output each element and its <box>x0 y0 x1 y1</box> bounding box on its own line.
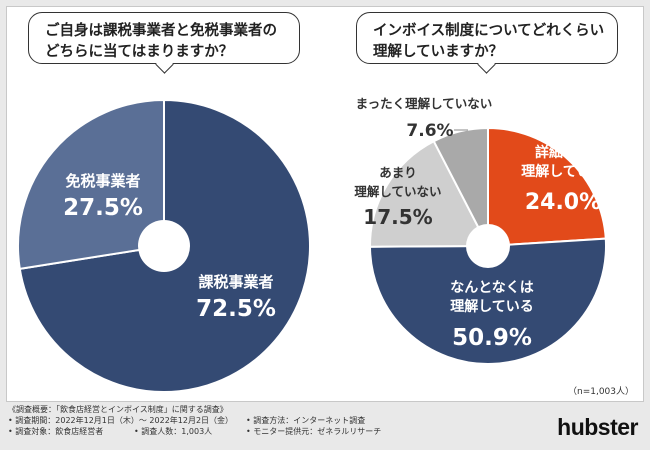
survey-count: • 調査人数：1,003人 <box>134 427 213 436</box>
survey-provider: • モニター提供元：ゼネラルリサーチ <box>246 427 382 436</box>
sample-size-note: （n=1,003人） <box>567 387 634 397</box>
pie1-hole <box>138 220 190 272</box>
pie2-label-3: まったく理解していない <box>356 96 493 111</box>
pie1-slice-1 <box>17 98 165 270</box>
pie2-label-1-line-0: なんとなくは <box>450 280 534 296</box>
question-2-line-1: インボイス制度についてどれくらい <box>373 23 605 39</box>
pie2-slice-0 <box>487 126 607 248</box>
pie2-hole <box>466 224 510 268</box>
pie2-label-1-line-1: 理解している <box>450 298 534 315</box>
pie2-label-2-line-0: あまり <box>379 165 417 180</box>
hubster-logo: hubster <box>557 414 638 440</box>
question-1-line-1: ご自身は課税事業者と免税事業者の <box>45 23 277 39</box>
survey-method: • 調査方法：インターネット調査 <box>246 416 366 425</box>
pie2-value-0: 24.0% <box>525 190 601 215</box>
question-1-line-2: どちらに当てはまりますか？ <box>45 44 234 60</box>
pie2-slice-1 <box>368 237 607 365</box>
pie1-value-0: 72.5% <box>196 296 276 322</box>
pie1-label-0: 課税事業者 <box>198 273 273 291</box>
pie2-label-0-line-0: 詳細まで <box>535 144 591 161</box>
pie1-value-1: 27.5% <box>63 195 143 221</box>
pie2-value-2: 17.5% <box>363 205 432 229</box>
pie2-slice-2 <box>369 139 490 248</box>
survey-summary: 《調査概要：「飲食店経営とインボイス制度」に関する調査》 <box>8 405 228 414</box>
pie2-slice-3 <box>432 126 489 247</box>
survey-period: • 調査期間：2022年12月1日（木）～ 2022年12月2日（金） <box>8 416 234 425</box>
survey-footer: 《調査概要：「飲食店経営とインボイス制度」に関する調査》 • 調査期間：2022… <box>8 404 528 437</box>
pie1-label-1: 免税事業者 <box>65 172 140 190</box>
pie2-value-1: 50.9% <box>452 325 532 351</box>
pie2-label-0-line-1: 理解している <box>521 163 605 180</box>
pie2-label-2-line-1: 理解していない <box>354 184 441 199</box>
pie2-value-3: 7.6% <box>406 121 453 141</box>
question-2-line-2: 理解していますか？ <box>373 44 504 60</box>
survey-target: • 調査対象：飲食店経営者 <box>8 427 104 436</box>
